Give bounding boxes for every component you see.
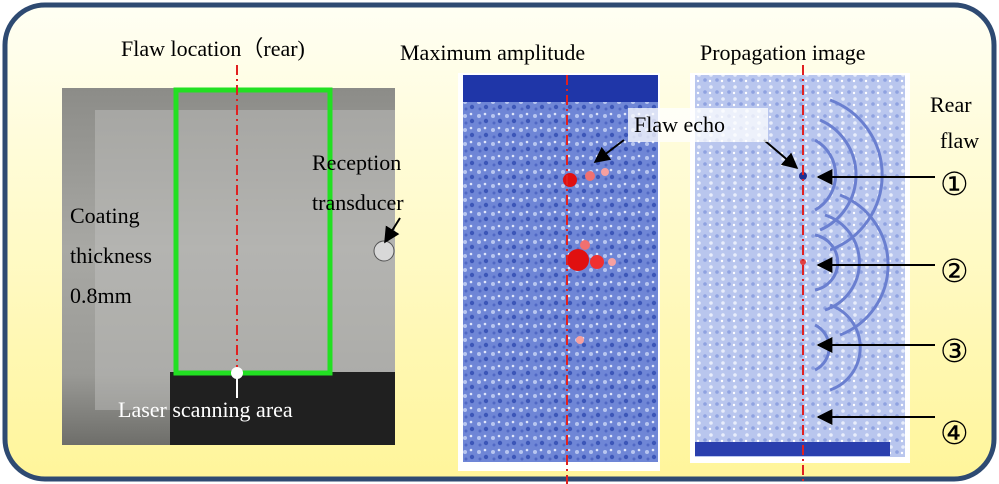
label: Rear	[930, 92, 972, 117]
transducer	[374, 241, 394, 261]
label: 0.8mm	[70, 283, 132, 308]
image-band	[463, 75, 658, 102]
label: Maximum amplitude	[400, 40, 585, 65]
marker: ②	[940, 252, 969, 290]
label: transducer	[312, 190, 404, 215]
marker: ①	[940, 165, 969, 203]
label: Propagation image	[700, 40, 866, 65]
image-band	[695, 442, 890, 456]
label: Coating	[70, 203, 140, 228]
pointer-dot	[231, 367, 243, 379]
marker: ④	[940, 414, 969, 452]
figure: Flaw location（rear) Maximum amplitude Pr…	[0, 0, 999, 484]
label: Flaw echo	[634, 112, 725, 137]
label: Flaw location（rear)	[121, 36, 305, 61]
label: thickness	[70, 243, 152, 268]
label: Reception	[312, 150, 401, 175]
label: flaw	[940, 128, 979, 153]
label: Laser scanning area	[118, 397, 293, 422]
marker: ③	[940, 332, 969, 370]
